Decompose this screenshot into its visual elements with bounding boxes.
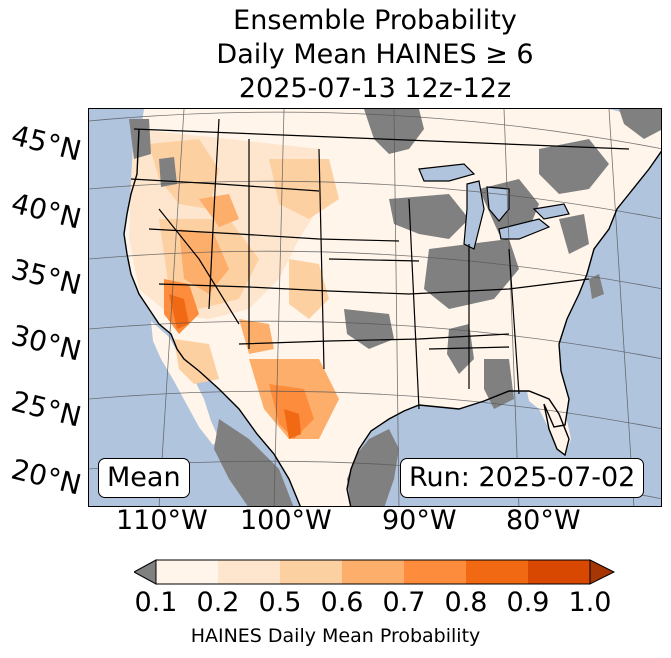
colorbar-tick-0-1: 0.1: [134, 587, 178, 618]
colorbar-label: HAINES Daily Mean Probability: [190, 625, 481, 647]
lon-label-100w: 100°W: [240, 505, 332, 536]
lon-label-80w: 80°W: [506, 505, 581, 536]
colorbar-tick-0-7: 0.7: [382, 587, 426, 618]
title-line-3: 2025-07-13 12z-12z: [238, 73, 512, 104]
colorbar-tick-0-2: 0.2: [196, 587, 240, 618]
lat-label-40n: 40°N: [8, 186, 85, 236]
great-lakes: [418, 163, 570, 250]
colorbar-bin-4: [342, 560, 404, 584]
title-line-1: Ensemble Probability: [233, 5, 517, 36]
map-panel: [88, 108, 662, 507]
coastline: [123, 128, 661, 506]
colorbar-bin-1: [156, 560, 218, 584]
colorbar-bin-3: [280, 560, 342, 584]
map-canvas: [89, 109, 661, 506]
colorbar-over-arrow: [589, 559, 616, 585]
colorbar-tick-0-9: 0.9: [506, 587, 550, 618]
colorbar-tick-0-8: 0.8: [444, 587, 488, 618]
colorbar-bin-6: [466, 560, 528, 584]
lat-label-25n: 25°N: [8, 384, 85, 434]
colorbar-under-arrow: [132, 559, 157, 585]
lat-label-30n: 30°N: [8, 318, 85, 368]
title-line-2: Daily Mean HAINES ≥ 6: [216, 39, 534, 70]
colorbar: [132, 558, 616, 586]
colorbar-tick-1-0: 1.0: [568, 587, 612, 618]
colorbar-tick-0-5: 0.5: [258, 587, 302, 618]
lat-label-45n: 45°N: [8, 118, 85, 168]
lat-label-20n: 20°N: [8, 452, 85, 502]
state-borders: [130, 118, 630, 410]
land-florida: [527, 391, 571, 455]
land-baja: [151, 321, 219, 445]
lon-label-110w: 110°W: [116, 505, 208, 536]
colorbar-bin-2: [218, 560, 280, 584]
colorbar-svg: [132, 559, 616, 585]
colorbar-tick-0-6: 0.6: [320, 587, 364, 618]
lon-label-90w: 90°W: [382, 505, 457, 536]
run-label: Run: 2025-07-02: [400, 458, 645, 498]
colorbar-outline: [155, 559, 591, 585]
mean-label: Mean: [98, 458, 190, 498]
map-title: Ensemble Probability Daily Mean HAINES ≥…: [88, 4, 662, 106]
lat-label-35n: 35°N: [8, 252, 85, 302]
colorbar-bin-5: [404, 560, 466, 584]
colorbar-bin-7: [528, 560, 590, 584]
